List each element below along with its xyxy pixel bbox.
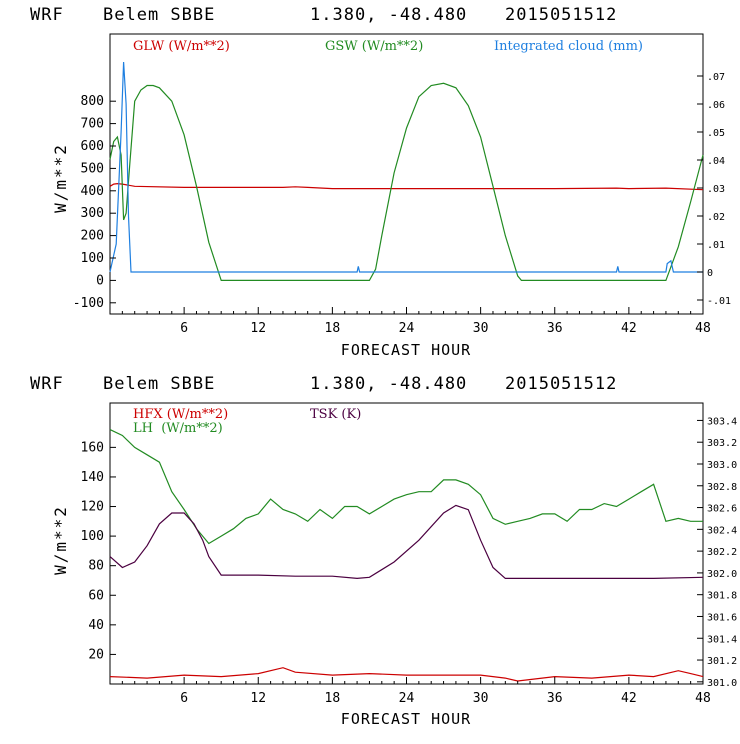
bottom-y2tick-label-0: 301.0 <box>707 678 737 689</box>
bottom-series-lh <box>109 429 703 545</box>
top-y2tick-label-6: .05 <box>707 128 725 139</box>
bottom-xtick-label-0: 6 <box>180 691 188 706</box>
legend-lh: LH (W/m**2) <box>133 421 223 436</box>
top-xtick-label-0: 6 <box>180 321 188 336</box>
top-xtick-label-6: 42 <box>621 321 637 336</box>
legend-glw: GLW (W/m**2) <box>133 39 230 54</box>
bottom-y2tick-label-3: 301.6 <box>707 612 737 623</box>
bottom-ytick-label-1: 40 <box>88 618 104 633</box>
top-xlabel: FORECAST HOUR <box>341 341 471 359</box>
bottom-y2tick-label-4: 301.8 <box>707 591 737 602</box>
top-xtick-label-4: 30 <box>473 321 489 336</box>
top-ytick-label-6: 500 <box>81 161 104 176</box>
bottom-y2tick-label-10: 303.0 <box>707 460 737 471</box>
bottom-ytick-label-6: 140 <box>81 470 104 485</box>
bottom-y2tick-label-2: 301.4 <box>707 634 737 645</box>
top-y2tick-label-3: .02 <box>707 212 725 223</box>
bottom-ytick-label-7: 160 <box>81 440 104 455</box>
top-ytick-label-0: -100 <box>73 296 104 311</box>
bottom-header-station: Belem SBBE <box>103 374 215 394</box>
bottom-y2tick-label-7: 302.4 <box>707 525 737 536</box>
legend-cloud: Integrated cloud (mm) <box>494 39 643 54</box>
top-header-run: 2015051512 <box>505 5 617 25</box>
top-xtick-label-2: 18 <box>325 321 341 336</box>
top-ytick-label-1: 0 <box>96 273 104 288</box>
top-yaxis-ticks: -100 0 100 200 300 400 500 600 700 800 <box>73 94 116 311</box>
top-ytick-label-3: 200 <box>81 229 104 244</box>
top-series-layer <box>109 61 704 281</box>
bottom-yaxis-ticks: 20 40 60 80 100 120 140 160 <box>81 440 116 662</box>
top-xtick-label-1: 12 <box>250 321 266 336</box>
bottom-xlabel: FORECAST HOUR <box>341 710 471 728</box>
top-series-gsw <box>109 82 704 281</box>
top-header-coords: 1.380, -48.480 <box>310 5 467 25</box>
bottom-ytick-label-0: 20 <box>88 647 104 662</box>
top-ytick-label-2: 100 <box>81 251 104 266</box>
top-y2tick-label-2: .01 <box>707 240 725 251</box>
bottom-y2tick-label-1: 301.2 <box>707 656 737 667</box>
top-ytick-label-7: 600 <box>81 139 104 154</box>
bottom-xtick-label-5: 36 <box>547 691 563 706</box>
bottom-series-layer <box>109 429 704 682</box>
bottom-ylabel: W/m**2 <box>51 505 70 575</box>
top-xaxis-ticks: 6 12 18 24 30 36 42 48 <box>121 307 711 336</box>
top-series-cloud <box>109 61 703 273</box>
top-ytick-label-9: 800 <box>81 94 104 109</box>
bottom-y2tick-label-5: 302.0 <box>707 569 737 580</box>
top-y2tick-label-4: .03 <box>707 184 725 195</box>
bottom-xtick-label-1: 12 <box>250 691 266 706</box>
bottom-y2tick-label-6: 302.2 <box>707 547 737 558</box>
bottom-xtick-label-3: 24 <box>399 691 415 706</box>
bottom-xtick-label-6: 42 <box>621 691 637 706</box>
bottom-series-tsk <box>109 504 704 580</box>
top-ylabel: W/m**2 <box>51 143 70 213</box>
bottom-xtick-label-7: 48 <box>695 691 711 706</box>
bottom-y2tick-label-12: 303.4 <box>707 416 737 427</box>
bottom-ytick-label-5: 120 <box>81 500 104 515</box>
bottom-chart: WRF Belem SBBE 1.380, -48.480 2015051512… <box>30 374 737 728</box>
bottom-y2axis-ticks: 301.0 301.2 301.4 301.6 301.8 302.0 302.2 302.4… <box>697 416 737 689</box>
bottom-series-hfx <box>109 667 704 682</box>
top-chart: WRF Belem SBBE 1.380, -48.480 2015051512… <box>30 5 731 359</box>
bottom-xtick-label-4: 30 <box>473 691 489 706</box>
bottom-ytick-label-2: 60 <box>88 588 104 603</box>
top-y2tick-label-5: .04 <box>707 156 725 167</box>
top-ytick-label-4: 300 <box>81 206 104 221</box>
top-y2axis-ticks: -.01 0 .01 .02 .03 .04 .05 .06 .07 <box>697 72 731 307</box>
top-y2tick-label-7: .06 <box>707 100 725 111</box>
bottom-xaxis-ticks: 6 12 18 24 30 36 42 48 <box>121 677 711 706</box>
bottom-header-model: WRF <box>30 374 64 394</box>
top-xtick-label-3: 24 <box>399 321 415 336</box>
top-xtick-label-7: 48 <box>695 321 711 336</box>
bottom-y2tick-label-8: 302.6 <box>707 504 737 515</box>
top-ytick-label-8: 700 <box>81 117 104 132</box>
top-ytick-label-5: 400 <box>81 184 104 199</box>
top-xtick-label-5: 36 <box>547 321 563 336</box>
bottom-ytick-label-3: 80 <box>88 559 104 574</box>
top-series-glw <box>109 182 704 191</box>
bottom-y2tick-label-9: 302.8 <box>707 482 737 493</box>
legend-hfx: HFX (W/m**2) <box>133 407 228 422</box>
legend-tsk: TSK (K) <box>310 407 361 422</box>
bottom-header-coords: 1.380, -48.480 <box>310 374 467 394</box>
legend-gsw: GSW (W/m**2) <box>325 39 423 54</box>
top-y2tick-label-1: 0 <box>707 268 713 279</box>
bottom-plot-frame <box>109 402 704 685</box>
top-y2tick-label-0: -.01 <box>707 296 731 307</box>
bottom-ytick-label-4: 100 <box>81 529 104 544</box>
bottom-y2tick-label-11: 303.2 <box>707 438 737 449</box>
bottom-header-run: 2015051512 <box>505 374 617 394</box>
bottom-xtick-label-2: 18 <box>325 691 341 706</box>
top-header-station: Belem SBBE <box>103 5 215 25</box>
top-header-model: WRF <box>30 5 64 25</box>
top-y2tick-label-8: .07 <box>707 72 725 83</box>
